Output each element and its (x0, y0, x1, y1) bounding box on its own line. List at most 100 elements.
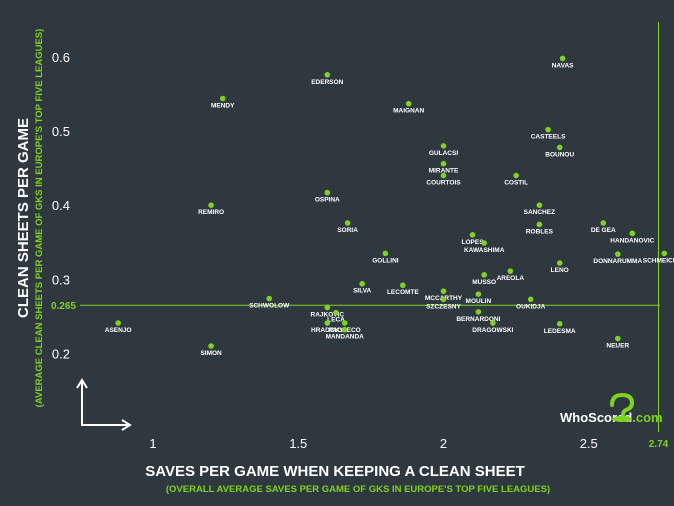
average-reference-lines (80, 22, 660, 432)
data-point (382, 250, 389, 257)
x-axis-label: SAVES PER GAME WHEN KEEPING A CLEAN SHEE… (145, 463, 525, 480)
data-point-label: MENDY (211, 102, 235, 109)
data-point (115, 320, 121, 326)
data-point (600, 220, 607, 226)
data-point-label: DE GEA (591, 227, 616, 234)
data-point-label: BOUNOU (545, 151, 574, 158)
data-point (545, 126, 551, 133)
data-point (341, 320, 348, 326)
data-point-label: COSTIL (504, 180, 528, 187)
data-point-label: SILVA (353, 288, 371, 295)
data-point (536, 202, 543, 208)
data-point-label: MUSSO (472, 279, 496, 286)
x-tick-label: 2.5 (580, 436, 598, 451)
data-point-label: MIRANTE (429, 168, 459, 175)
data-point-label: DONNARUMMA (593, 258, 642, 265)
avg-x-tick-label: 2.74 (649, 439, 669, 450)
data-point-label: SCHWOLOW (249, 303, 290, 310)
data-point-label: OSPINA (315, 197, 340, 204)
y-axis-sublabel: (AVERAGE CLEAN SHEETS PER GAME OF GKS IN… (34, 29, 45, 408)
data-point (513, 172, 519, 179)
data-point-label: LOPES (462, 239, 485, 246)
data-point (341, 326, 348, 333)
data-point-label: MANDANDA (326, 334, 365, 341)
data-point-label: SZCZESNY (426, 303, 461, 310)
data-point (324, 71, 331, 78)
avg-y-tick-label: 0.265 (51, 301, 76, 312)
data-point (440, 172, 447, 179)
data-point-label: COURTOIS (426, 180, 461, 187)
data-point-label: GOLLINI (372, 257, 399, 264)
data-point-label: ASENJO (105, 327, 132, 334)
data-point-label: BERNARDONI (456, 316, 500, 323)
data-point (440, 296, 447, 303)
data-point-label: RAJKOVIC (311, 311, 345, 318)
y-axis-ticks: 0.2 0.3 0.4 0.5 0.6 0.265 (51, 50, 76, 361)
data-point-label: SCHMEICHEL (643, 257, 674, 264)
data-points: NAVASEDERSONMENDYMAIGNANMARTINEZOBLAKCAS… (105, 55, 674, 357)
data-point-label: EDERSON (311, 79, 343, 86)
data-point-label: MOULIN (466, 298, 492, 305)
y-tick-label: 0.6 (52, 50, 70, 65)
data-point-label: KAWASHIMA (464, 247, 505, 254)
data-point (556, 260, 563, 266)
data-point-label: HANDANOVIC (610, 237, 654, 244)
data-point (324, 320, 331, 326)
data-point (481, 240, 487, 246)
data-point (405, 100, 412, 107)
data-point-label: SORIA (337, 227, 358, 234)
data-point (324, 304, 331, 311)
data-point-label: NAVAS (552, 62, 574, 69)
data-point (266, 295, 273, 302)
data-point-label: GULACSI (429, 150, 458, 157)
data-point-label: NEUER (606, 343, 629, 350)
data-point (559, 55, 566, 62)
logo-question-mark-icon (610, 392, 635, 422)
data-point (440, 160, 447, 167)
data-point (556, 144, 563, 151)
data-point (615, 335, 621, 342)
data-point (536, 221, 543, 228)
x-tick-label: 1 (149, 436, 156, 451)
data-point-label: LECA (327, 317, 345, 324)
data-point (615, 251, 621, 257)
data-point (629, 230, 636, 237)
data-point (440, 288, 447, 294)
data-point (219, 95, 226, 102)
data-point (400, 282, 406, 289)
data-point (440, 143, 447, 149)
data-point (359, 280, 365, 287)
data-point (661, 250, 668, 257)
logo-text: WhoScored.com (560, 410, 663, 425)
x-axis-sublabel: (OVERALL AVERAGE SAVES PER GAME OF GKS I… (166, 484, 550, 495)
y-tick-label: 0.4 (52, 198, 70, 213)
data-point-label: REMIRO (198, 209, 224, 216)
y-tick-label: 0.2 (52, 346, 70, 361)
whoscored-logo: WhoScored.com (560, 392, 663, 425)
x-tick-label: 2 (440, 436, 447, 451)
data-point (481, 272, 487, 278)
data-point-label: LEDESMA (544, 328, 576, 335)
y-tick-label: 0.5 (52, 124, 70, 139)
x-tick-label: 1.5 (289, 436, 307, 451)
data-point-label: MAIGNAN (393, 108, 424, 115)
data-point (556, 320, 563, 327)
y-tick-label: 0.3 (52, 272, 70, 287)
data-point (208, 202, 214, 208)
data-point-label: SANCHEZ (524, 209, 555, 216)
data-point-label: OUKIDJA (516, 303, 546, 310)
data-point-label: LENO (551, 267, 569, 274)
data-point (344, 220, 351, 226)
data-point-label: DRAGOWSKI (472, 327, 513, 334)
data-point (475, 291, 482, 297)
y-axis-label: CLEAN SHEETS PER GAME (15, 118, 32, 318)
data-point (324, 189, 331, 196)
data-point (208, 343, 214, 349)
data-point-label: HRADCKY (311, 327, 344, 334)
data-point-label: ROBLES (526, 228, 554, 235)
x-axis-ticks: 11.522.533.542.74 (149, 436, 669, 451)
data-point-label: AREOLA (497, 275, 525, 282)
data-point (490, 320, 496, 326)
